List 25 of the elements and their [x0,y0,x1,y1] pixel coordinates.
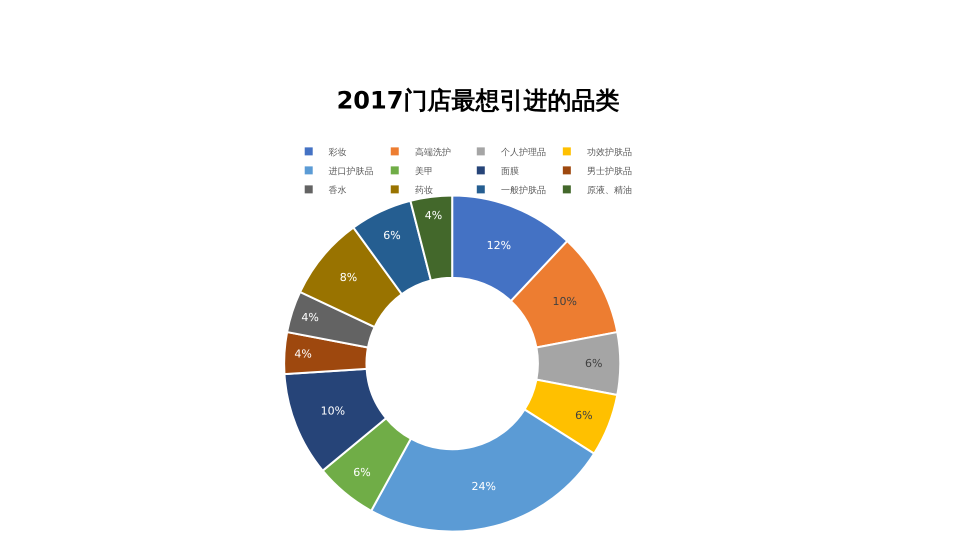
legend-label: 原液、精油 [586,184,632,196]
data-label: 8% [340,271,358,284]
legend-label: 香水 [328,184,347,196]
legend-label: 面膜 [500,166,519,177]
data-label: 4% [424,208,442,222]
data-label: 6% [353,466,371,480]
legend-label: 一般护肤品 [500,184,546,196]
data-label: 24% [472,480,496,493]
legend-label: 个人护理品 [500,146,546,158]
data-label: 12% [486,239,512,252]
legend-label: 功效护肤品 [586,146,632,158]
legend-label: 进口护肤品 [328,166,374,177]
data-label: 4% [301,310,319,324]
legend-label: 药妆 [414,184,433,196]
data-label: 6% [575,409,593,422]
data-label: 4% [294,348,312,361]
legend-label: 高端洗护 [414,146,451,158]
data-label: 6% [585,357,602,370]
legend-label: 美甲 [414,166,433,177]
legend-label: 男士护肤品 [586,166,632,177]
data-label: 6% [383,228,401,242]
data-label: 10% [320,404,346,418]
legend-label: 彩妆 [328,146,347,158]
chart-title: 2017门店最想引进的品类 [336,86,620,114]
data-label: 10% [552,295,577,308]
